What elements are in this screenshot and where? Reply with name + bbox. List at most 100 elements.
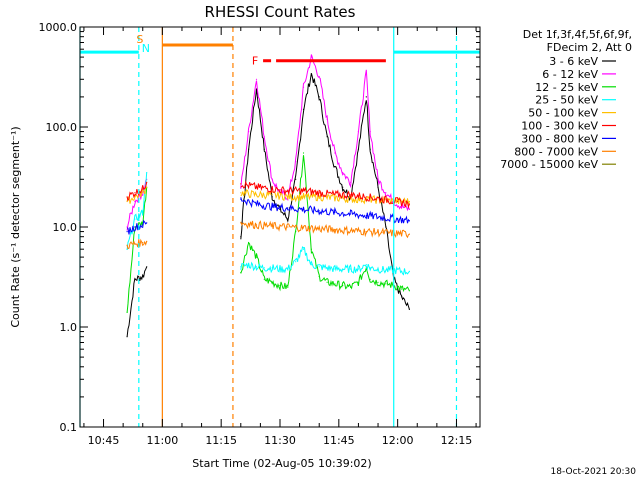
data-point-25-50keV bbox=[302, 248, 305, 250]
data-point-3-6keV bbox=[385, 226, 387, 228]
data-point-100-300keV bbox=[302, 190, 305, 192]
data-point-100-300keV bbox=[397, 200, 399, 203]
data-point-12-25keV bbox=[334, 283, 336, 285]
data-point-25-50keV bbox=[326, 267, 328, 269]
x-tick-label: 12:15 bbox=[441, 434, 473, 447]
data-point-6-12keV bbox=[310, 56, 312, 58]
data-point-800-7000keV bbox=[408, 233, 410, 235]
data-point-25-50keV bbox=[342, 268, 344, 270]
data-point-6-12keV bbox=[318, 75, 320, 78]
data-point-6-12keV bbox=[401, 206, 403, 208]
data-point-3-6keV bbox=[326, 136, 328, 138]
data-point-6-12keV bbox=[377, 178, 379, 180]
data-point-800-7000keV bbox=[126, 245, 128, 247]
x-tick-label: 11:15 bbox=[205, 434, 237, 447]
data-point-6-12keV bbox=[342, 172, 344, 174]
data-point-25-50keV bbox=[126, 248, 128, 250]
data-point-25-50keV bbox=[350, 268, 352, 270]
data-point-300-800keV bbox=[146, 222, 148, 224]
x-axis-label: Start Time (02-Aug-05 10:39:02) bbox=[192, 457, 371, 470]
data-point-3-6keV bbox=[365, 96, 367, 98]
timestamp: 18-Oct-2021 20:30 bbox=[551, 467, 637, 477]
data-point-12-25keV bbox=[385, 283, 387, 285]
data-point-12-25keV bbox=[279, 284, 281, 287]
data-point-3-6keV bbox=[126, 336, 128, 338]
data-point-25-50keV bbox=[334, 268, 336, 270]
series-line-6-12keV-seg1 bbox=[240, 54, 410, 212]
legend-label-6-12keV: 6 - 12 keV bbox=[542, 68, 598, 81]
data-point-12-25keV bbox=[271, 281, 273, 283]
series-line-300-800keV-seg0 bbox=[126, 219, 148, 235]
data-point-25-50keV bbox=[401, 270, 403, 272]
data-point-100-300keV bbox=[255, 186, 258, 188]
x-tick-label: 10:45 bbox=[88, 434, 120, 447]
legend-label-300-800keV: 300 - 800 keV bbox=[521, 132, 598, 145]
data-point-300-800keV bbox=[397, 218, 399, 220]
data-point-300-800keV bbox=[287, 207, 289, 209]
y-tick-label: 10.0 bbox=[53, 221, 78, 234]
data-point-800-7000keV bbox=[271, 225, 273, 227]
data-point-3-6keV bbox=[134, 278, 136, 280]
data-point-100-300keV bbox=[142, 188, 144, 190]
series-line-50-100keV-seg0 bbox=[126, 186, 147, 204]
data-point-300-800keV bbox=[271, 206, 273, 208]
y-axis-label: Count Rate (s⁻¹ detector segment⁻¹) bbox=[9, 126, 22, 327]
data-point-800-7000keV bbox=[240, 222, 242, 224]
data-point-3-6keV bbox=[401, 296, 403, 298]
data-point-25-50keV bbox=[365, 264, 367, 266]
data-point-3-6keV bbox=[318, 96, 320, 98]
data-point-100-300keV bbox=[365, 196, 367, 198]
legend-label-12-25keV: 12 - 25 keV bbox=[535, 81, 598, 94]
data-point-6-12keV bbox=[365, 72, 367, 74]
y-tick-label: 100.0 bbox=[46, 121, 78, 134]
data-point-300-800keV bbox=[381, 216, 383, 218]
series-line-100-300keV-seg1 bbox=[240, 180, 410, 209]
data-point-3-6keV bbox=[271, 196, 273, 198]
data-point-100-300keV bbox=[318, 192, 320, 194]
data-point-6-12keV bbox=[255, 78, 258, 80]
data-point-50-100keV bbox=[240, 192, 242, 194]
data-point-25-50keV bbox=[146, 172, 148, 174]
y-tick-label: 1.0 bbox=[60, 321, 78, 334]
data-point-12-25keV bbox=[357, 281, 359, 283]
data-point-300-800keV bbox=[134, 226, 136, 228]
x-tick-label: 12:00 bbox=[382, 434, 414, 447]
x-tick-label: 11:30 bbox=[264, 434, 296, 447]
legend-label-7000-15000keV: 7000 - 15000 keV bbox=[500, 158, 598, 171]
data-point-100-300keV bbox=[334, 194, 336, 196]
data-point-800-7000keV bbox=[381, 232, 383, 234]
data-point-12-25keV bbox=[369, 278, 371, 280]
series-line-25-50keV-seg1 bbox=[240, 246, 410, 276]
data-point-300-800keV bbox=[126, 231, 128, 233]
data-point-12-25keV bbox=[326, 281, 328, 283]
data-point-12-25keV bbox=[401, 288, 403, 290]
data-point-25-50keV bbox=[287, 268, 289, 270]
data-point-12-25keV bbox=[287, 286, 289, 288]
data-point-6-12keV bbox=[126, 226, 128, 228]
legend: Det 1f,3f,4f,5f,6f,9f, FDecim 2, Att 0 3… bbox=[500, 28, 632, 171]
data-point-3-6keV bbox=[255, 88, 258, 90]
data-point-100-300keV bbox=[287, 190, 289, 192]
data-point-6-12keV bbox=[357, 131, 359, 133]
data-point-100-300keV bbox=[134, 192, 136, 194]
saa-label: S bbox=[136, 33, 143, 46]
x-tick-label: 11:45 bbox=[323, 434, 355, 447]
data-point-6-12keV bbox=[369, 131, 371, 133]
data-point-25-50keV bbox=[310, 264, 312, 266]
data-point-25-50keV bbox=[134, 218, 136, 220]
data-point-6-12keV bbox=[134, 200, 136, 203]
data-point-3-6keV bbox=[377, 186, 379, 188]
data-point-12-25keV bbox=[318, 275, 320, 278]
data-point-50-100keV bbox=[408, 200, 410, 203]
data-point-800-7000keV bbox=[365, 231, 367, 233]
data-point-300-800keV bbox=[302, 208, 305, 210]
data-point-25-50keV bbox=[142, 211, 144, 213]
data-point-3-6keV bbox=[263, 148, 265, 150]
data-point-12-25keV bbox=[342, 284, 344, 287]
data-point-6-12keV bbox=[408, 208, 410, 210]
data-point-6-12keV bbox=[350, 181, 352, 183]
night-label: N bbox=[142, 42, 150, 55]
data-point-3-6keV bbox=[248, 148, 250, 150]
data-point-6-12keV bbox=[326, 118, 328, 120]
data-point-3-6keV bbox=[310, 73, 312, 75]
